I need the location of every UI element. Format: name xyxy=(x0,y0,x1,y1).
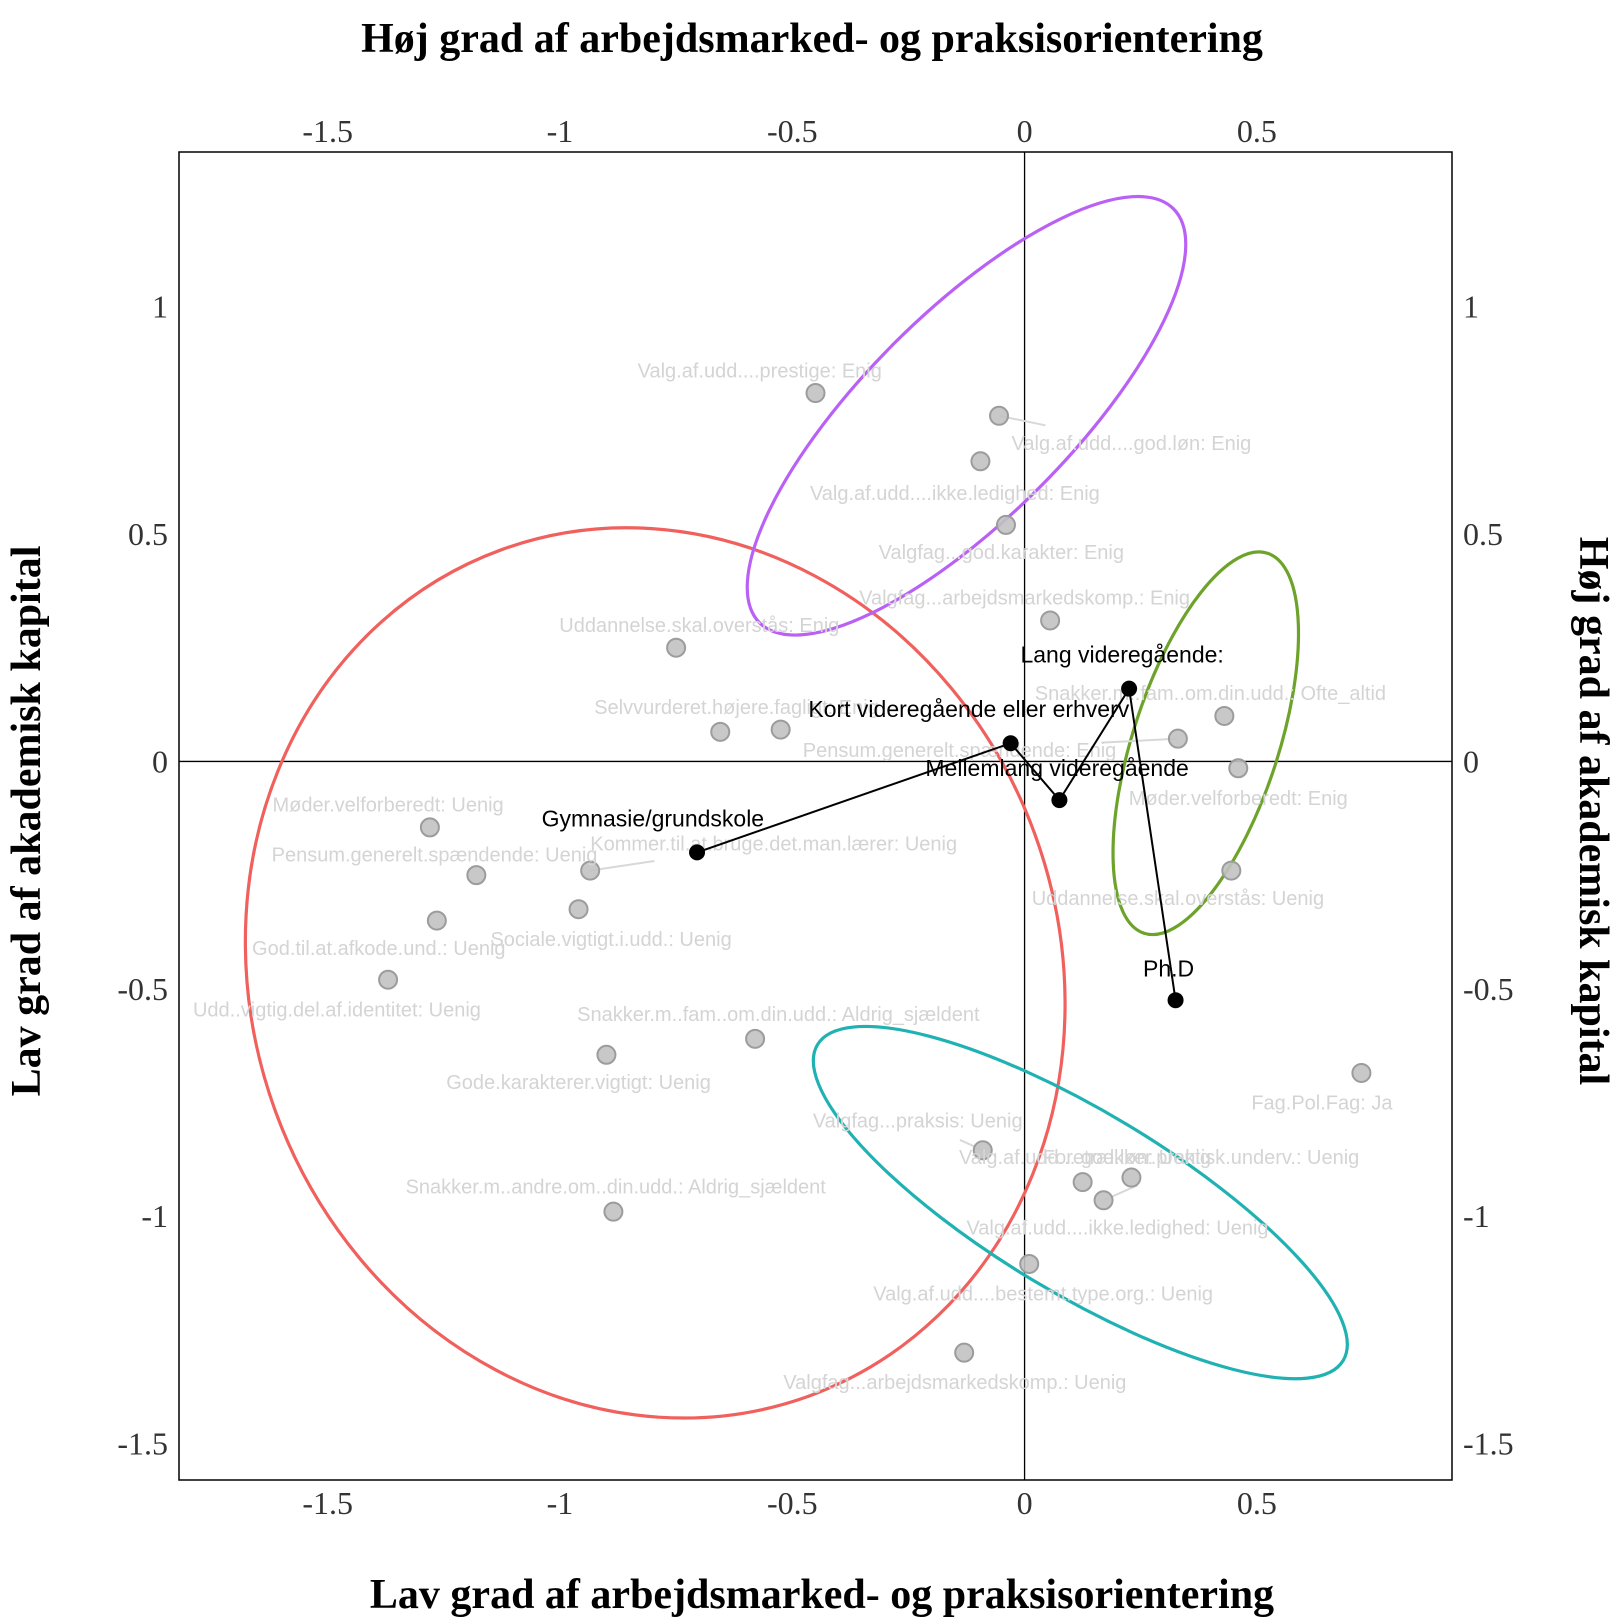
category-point-label: Valgfag...god.karakter: Enig xyxy=(879,542,1124,564)
x-tick-label-bottom: -1 xyxy=(547,1485,574,1521)
y-tick-label-right: -1 xyxy=(1463,1198,1490,1234)
category-point xyxy=(603,1201,624,1222)
category-point-label: Valg.af.udd....bestemt.type.org.: Uenig xyxy=(873,1284,1213,1306)
bottom-axis-title: Lav grad af arbejdsmarked- og praksisori… xyxy=(370,1572,1274,1618)
x-tick-label-bottom: 0.5 xyxy=(1237,1485,1277,1521)
education-level-point xyxy=(1121,680,1138,697)
category-point-label: Valgfag...praksis: Uenig xyxy=(813,1111,1023,1133)
category-point-label: Selvvurderet.højere.fagligt: Enig xyxy=(594,697,879,719)
category-point xyxy=(989,405,1010,426)
category-point xyxy=(666,637,687,658)
category-point-label: Gode.karakterer.vigtigt: Uenig xyxy=(446,1072,711,1094)
category-point xyxy=(805,383,826,404)
category-point-label: Valg.af.udd....god.løn: Enig xyxy=(1012,433,1252,455)
category-point xyxy=(466,865,487,886)
y-tick-label-left: -1 xyxy=(141,1198,168,1234)
education-level-point xyxy=(689,844,706,861)
x-tick-label-bottom: -0.5 xyxy=(767,1485,818,1521)
education-level-label: Kort videregående eller erhverv xyxy=(808,696,1129,722)
confidence-ellipse-1 xyxy=(243,526,1067,1420)
x-tick-label-top: 0 xyxy=(1017,113,1033,149)
education-level-point xyxy=(1167,992,1184,1009)
category-point-label: Snakker.m..andre.om..din.udd.: Aldrig_sj… xyxy=(406,1177,827,1199)
category-point xyxy=(770,719,791,740)
category-point-label: Valg.af.udd....prestige: Enig xyxy=(638,360,882,382)
category-point-label: Valg.af.udd....god.løn: Uenig xyxy=(959,1147,1211,1169)
category-point-label: Snakker.m..fam..om.din.udd.: Aldrig_sjæl… xyxy=(577,1004,980,1026)
category-point xyxy=(596,1044,617,1065)
y-tick-label-right: 0.5 xyxy=(1463,516,1503,552)
category-point xyxy=(954,1342,975,1363)
category-point xyxy=(970,451,991,472)
x-tick-label-top: 0.5 xyxy=(1237,113,1277,149)
y-tick-label-right: 0 xyxy=(1463,743,1479,779)
confidence-ellipse-3 xyxy=(1111,550,1301,937)
category-point xyxy=(1351,1062,1372,1083)
category-point-label: Valg.af.udd....ikke.ledighed: Uenig xyxy=(966,1218,1268,1240)
confidence-ellipse-2 xyxy=(745,194,1188,637)
category-point xyxy=(1072,1172,1093,1193)
category-point-label: Pensum.generelt.spændende: Uenig xyxy=(272,845,598,867)
category-point-label: Møder.velforberedt: Uenig xyxy=(272,795,503,817)
category-point xyxy=(378,969,399,990)
category-point-label: Møder.velforberedt: Enig xyxy=(1129,788,1348,810)
category-point-label: Valg.af.udd....ikke.ledighed: Enig xyxy=(810,483,1100,505)
x-tick-label-top: -1 xyxy=(547,113,574,149)
y-tick-label-left: -1.5 xyxy=(117,1426,168,1462)
category-point xyxy=(419,817,440,838)
category-point xyxy=(1167,728,1188,749)
top-axis-title: Høj grad af arbejdsmarked- og praksisori… xyxy=(361,16,1263,62)
category-point xyxy=(1040,610,1061,631)
plot-panel xyxy=(178,151,1453,1481)
category-point xyxy=(1093,1190,1114,1211)
category-point-label: Udd..vigtig.del.af.identitet: Uenig xyxy=(193,999,481,1021)
education-level-label: Gymnasie/grundskole xyxy=(542,805,764,831)
category-point xyxy=(1019,1253,1040,1274)
category-point-label: Sociale.vigtigt.i.udd.: Uenig xyxy=(490,929,731,951)
category-point xyxy=(580,860,601,881)
category-point xyxy=(972,1140,993,1161)
y-tick-label-left: 0.5 xyxy=(128,516,168,552)
category-point xyxy=(1228,758,1249,779)
category-point-label: Valgfag...arbejdsmarkedskomp.: Uenig xyxy=(783,1372,1126,1394)
category-point-label: Uddannelse.skal.overstås: Uenig xyxy=(1032,888,1324,910)
category-point xyxy=(1121,1167,1142,1188)
y-tick-label-left: 1 xyxy=(152,289,168,325)
x-tick-label-bottom: -1.5 xyxy=(302,1485,353,1521)
y-tick-label-left: -0.5 xyxy=(117,971,168,1007)
education-level-label: Mellemlang videregående xyxy=(925,755,1188,781)
x-tick-label-top: -0.5 xyxy=(767,113,818,149)
y-tick-label-right: 1 xyxy=(1463,289,1479,325)
category-point-label: Uddannelse.skal.overstås: Enig xyxy=(559,615,839,637)
category-point xyxy=(710,721,731,742)
right-axis-title: Høj grad af akademisk kapital xyxy=(1570,537,1616,1085)
category-point-label: Kommer.til.at.bruge.det.man.lærer: Uenig xyxy=(590,833,957,855)
category-point-label: Pensum.generelt.spændende: Enig xyxy=(803,740,1117,762)
x-tick-label-top: -1.5 xyxy=(302,113,353,149)
category-point xyxy=(568,899,589,920)
category-point xyxy=(1221,860,1242,881)
category-point-label: Valgfag...arbejdsmarkedskomp.: Enig xyxy=(859,588,1190,610)
x-tick-label-bottom: 0 xyxy=(1017,1485,1033,1521)
y-tick-label-left: 0 xyxy=(152,743,168,779)
education-level-label: Lang videregående: xyxy=(1020,642,1223,668)
category-point xyxy=(995,514,1016,535)
confidence-ellipse-4 xyxy=(811,1024,1349,1381)
category-point xyxy=(745,1028,766,1049)
label-leader-line xyxy=(590,860,655,872)
label-leader-line xyxy=(1101,737,1178,744)
category-point xyxy=(426,910,447,931)
education-level-point xyxy=(1051,792,1068,809)
y-tick-label-right: -0.5 xyxy=(1463,971,1514,1007)
category-point-label: Fag.Pol.Fag: Ja xyxy=(1251,1093,1393,1115)
category-point xyxy=(1214,705,1235,726)
y-tick-label-right: -1.5 xyxy=(1463,1426,1514,1462)
left-axis-title: Lav grad af akademisk kapital xyxy=(4,546,50,1097)
category-point-label: Foretrækker.praktisk.underv.: Uenig xyxy=(1043,1147,1359,1169)
education-level-point xyxy=(1002,735,1019,752)
category-point-label: God.til.at.afkode.und.: Uenig xyxy=(252,938,506,960)
education-level-label: Ph.D xyxy=(1143,955,1194,981)
